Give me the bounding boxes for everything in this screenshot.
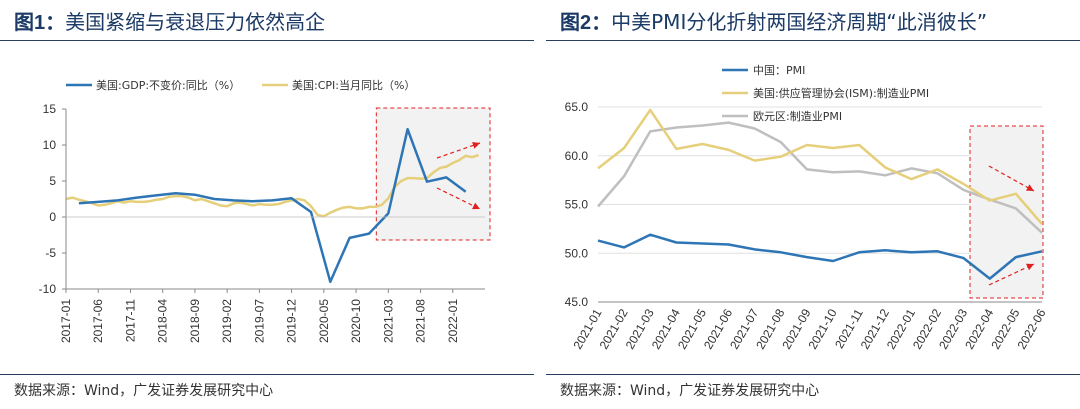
x-tick-label: 2021-03 bbox=[381, 299, 395, 343]
y-tick-label: 65.0 bbox=[565, 100, 589, 114]
euro-pmi-line bbox=[597, 121, 1043, 234]
china-pmi-line bbox=[597, 233, 1043, 280]
x-tick-label: 2018-09 bbox=[188, 299, 202, 343]
y-tick-label: 45.0 bbox=[565, 295, 589, 309]
x-tick-label: 2020-05 bbox=[317, 299, 331, 343]
down-trend-arrow bbox=[436, 187, 481, 210]
figure-2-title-text: 中美PMI分化折射两国经济周期“此消彼长” bbox=[611, 10, 988, 34]
x-tick-label: 2021-08 bbox=[414, 299, 428, 343]
figure-1-source: 数据来源：Wind，广发证券发展研究中心 bbox=[14, 383, 274, 399]
x-tick-label: 2022-01 bbox=[446, 299, 460, 343]
figure-1-panel: 图1：美国紧缩与衰退压力依然高企 15 10 5 0 -5 -10 2017-01 2017-… bbox=[0, 0, 534, 409]
figure-2-panel: 图2：中美PMI分化折射两国经济周期“此消彼长” 65.0 60.0 55.0 50.… bbox=[546, 0, 1080, 409]
y-tick-label: 55.0 bbox=[565, 198, 589, 212]
figure-2-source: 数据来源：Wind，广发证券发展研究中心 bbox=[560, 383, 820, 399]
x-tick-label: 2017-01 bbox=[59, 299, 73, 343]
legend-label: 美国:供应管理协会(ISM):制造业PMI bbox=[753, 86, 929, 100]
y-tick-label: 0 bbox=[49, 210, 56, 224]
figure-1-title-text: 美国紧缩与衰退压力依然高企 bbox=[65, 10, 326, 34]
x-tick-label: 2017-06 bbox=[91, 299, 105, 343]
figure-1-bottom-rule bbox=[0, 374, 534, 375]
x-tick-label: 2019-02 bbox=[220, 299, 234, 343]
figure-2-bottom-rule bbox=[546, 374, 1080, 375]
up-trend-arrow bbox=[988, 263, 1035, 286]
y-tick-label: 10 bbox=[43, 138, 57, 152]
legend-gdp-label: 美国:GDP:不变价:同比（%） bbox=[96, 78, 240, 92]
x-tick-label: 2018-04 bbox=[156, 299, 170, 343]
y-tick-label: 60.0 bbox=[565, 149, 589, 163]
up-trend-arrow bbox=[436, 141, 481, 159]
x-tick-label: 2019-07 bbox=[252, 299, 266, 343]
figure-2-number: 图2： bbox=[560, 12, 612, 34]
y-tick-label: 5 bbox=[49, 174, 56, 188]
legend-cpi-label: 美国:CPI:当月同比（%） bbox=[292, 78, 415, 92]
x-tick-label: 2017-11 bbox=[123, 299, 137, 342]
figure-1-top-rule bbox=[0, 40, 534, 41]
y-tick-label: -5 bbox=[45, 246, 56, 260]
y-tick-label: -10 bbox=[39, 282, 57, 296]
y-tick-label: 15 bbox=[43, 102, 57, 116]
figure-2-chart: 65.060.055.050.045.02021-012021-022021-0… bbox=[565, 64, 1049, 352]
gdp-series-line bbox=[78, 127, 467, 284]
legend-label: 中国：PMI bbox=[753, 64, 805, 77]
x-tick-label: 2019-12 bbox=[285, 299, 299, 343]
figure-2-title: 图2：中美PMI分化折射两国经济周期“此消彼长” bbox=[560, 6, 987, 35]
x-tick-label: 2020-10 bbox=[349, 299, 363, 343]
y-tick-label: 50.0 bbox=[565, 246, 589, 260]
down-trend-arrow bbox=[988, 165, 1035, 192]
cpi-series-line bbox=[65, 153, 479, 218]
figure-1-number: 图1： bbox=[14, 12, 66, 34]
us-ism-pmi-line bbox=[597, 108, 1043, 225]
legend-label: 欧元区:制造业PMI bbox=[753, 109, 842, 123]
figure-2-top-rule bbox=[546, 40, 1080, 41]
figure-1-title: 图1：美国紧缩与衰退压力依然高企 bbox=[14, 6, 325, 35]
